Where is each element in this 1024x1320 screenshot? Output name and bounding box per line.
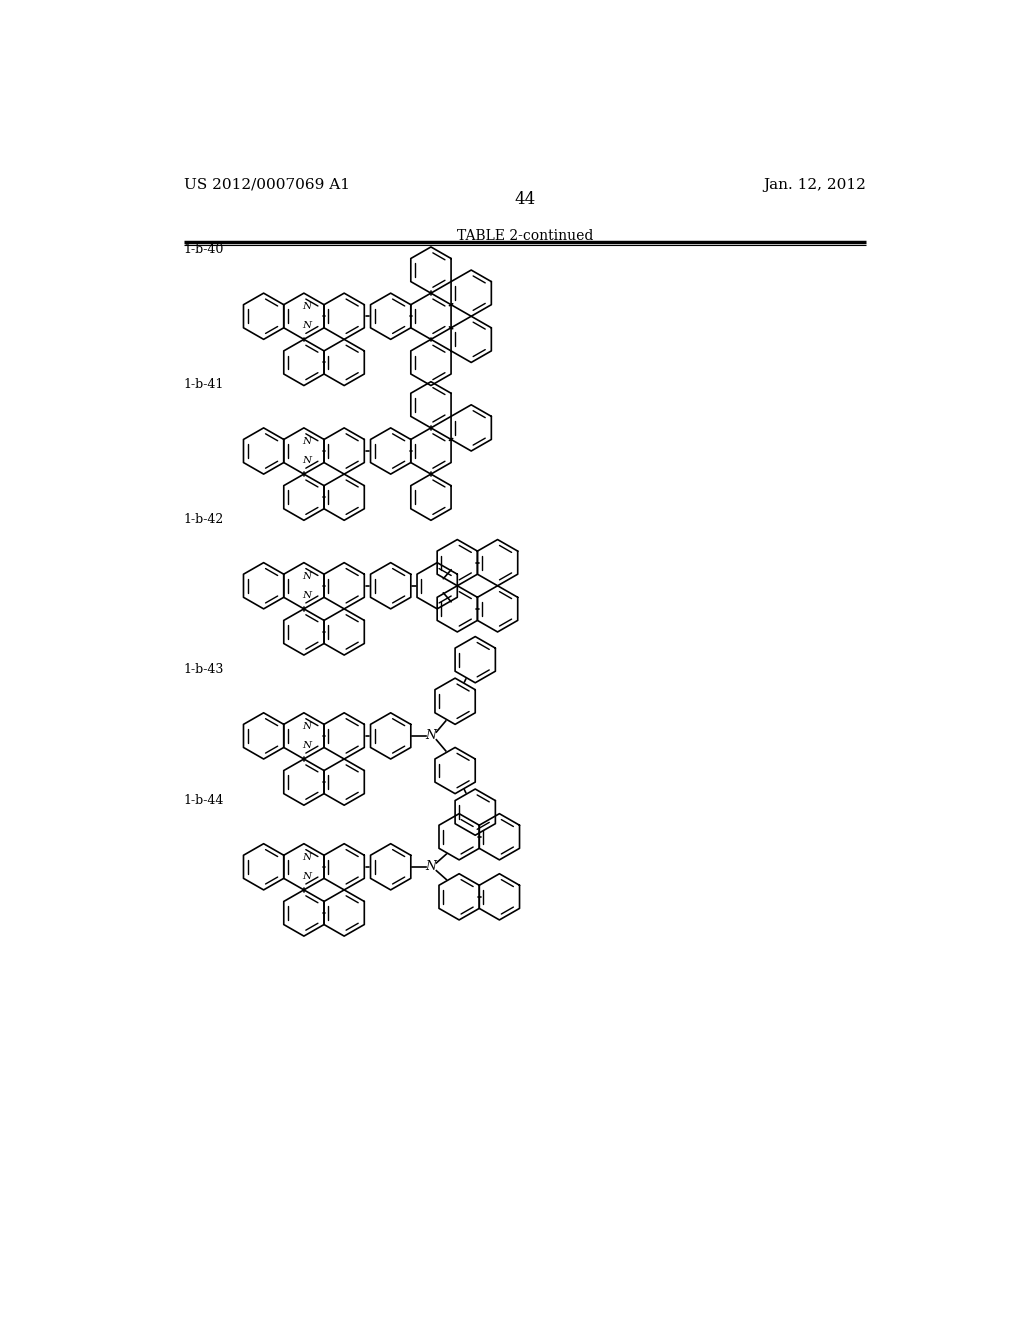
Text: 1-b-43: 1-b-43 <box>183 663 224 676</box>
Text: N: N <box>302 741 311 750</box>
Text: Jan. 12, 2012: Jan. 12, 2012 <box>763 178 866 191</box>
Text: 44: 44 <box>514 191 536 207</box>
Text: N: N <box>302 437 311 446</box>
Text: US 2012/0007069 A1: US 2012/0007069 A1 <box>183 178 350 191</box>
Text: N: N <box>302 873 311 880</box>
Text: 1-b-44: 1-b-44 <box>183 793 224 807</box>
Text: N: N <box>302 591 311 601</box>
Text: 1-b-42: 1-b-42 <box>183 512 224 525</box>
Text: N: N <box>302 853 311 862</box>
Text: TABLE 2-continued: TABLE 2-continued <box>457 230 593 243</box>
Text: N: N <box>302 722 311 731</box>
Text: 1-b-40: 1-b-40 <box>183 243 224 256</box>
Text: N: N <box>425 861 436 874</box>
Text: N: N <box>302 322 311 330</box>
Text: 1-b-41: 1-b-41 <box>183 378 224 391</box>
Text: N: N <box>302 572 311 581</box>
Text: N: N <box>302 457 311 465</box>
Text: N: N <box>425 730 436 742</box>
Text: N: N <box>302 302 311 312</box>
